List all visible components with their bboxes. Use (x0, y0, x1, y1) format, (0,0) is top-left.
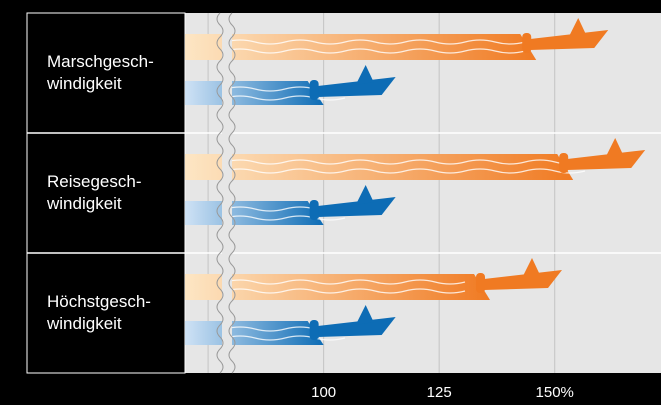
boat-cabin (568, 18, 587, 38)
plot-area (185, 13, 661, 373)
boat-cabin (355, 65, 374, 85)
bar (185, 154, 574, 180)
boat-cabin (355, 305, 374, 325)
wake-line (224, 159, 586, 165)
category-label: Marschgesch- windigkeit (47, 52, 154, 93)
axis-break-line (228, 12, 236, 374)
bar (185, 201, 324, 225)
x-tick-label: 125 (427, 384, 452, 401)
label-column (26, 12, 186, 374)
x-tick-label: 100 (311, 384, 336, 401)
wake-line (224, 215, 346, 221)
boat-hull (530, 30, 609, 50)
boat-hull (317, 77, 396, 97)
boat-cabin (355, 185, 374, 205)
wake-line (224, 168, 586, 174)
boat-icon (559, 138, 646, 173)
boat-hull (567, 150, 646, 170)
axis-break-line (216, 12, 224, 374)
bar (185, 34, 537, 60)
wake-line (224, 335, 346, 341)
category-label: Höchstgesch- windigkeit (47, 292, 151, 333)
wake-line (224, 48, 526, 54)
boat-icon (309, 65, 396, 100)
wake-line (224, 279, 466, 285)
boat-icon (522, 18, 609, 53)
wake-line (224, 39, 526, 45)
boat-motor (476, 273, 486, 293)
boat-hull (317, 317, 396, 337)
boat-motor (309, 320, 319, 340)
bar (185, 81, 324, 105)
wake-line (224, 288, 466, 294)
x-tick-label: 150% (536, 384, 574, 401)
boat-hull (317, 197, 396, 217)
boat-motor (309, 200, 319, 220)
bar (185, 321, 324, 345)
boat-motor (522, 33, 532, 53)
boat-motor (559, 153, 569, 173)
boat-icon (476, 258, 563, 293)
boat-icon (309, 305, 396, 340)
category-label: Reisegesch- windigkeit (47, 172, 142, 213)
axis-break (222, 13, 232, 373)
boat-motor (309, 80, 319, 100)
boat-cabin (605, 138, 624, 158)
boat-cabin (522, 258, 541, 278)
boat-icon (309, 185, 396, 220)
boat-hull (484, 270, 563, 290)
wake-line (224, 95, 346, 101)
